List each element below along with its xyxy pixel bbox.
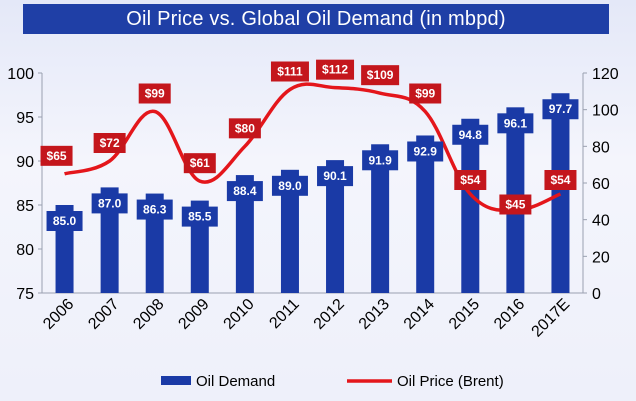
data-label-bg-oil-price (93, 133, 126, 153)
data-label-oil-demand: 86.3 (143, 203, 167, 217)
data-label-bg-oil-demand (91, 193, 128, 214)
data-label-oil-demand: 87.0 (98, 196, 122, 210)
data-label-bg-oil-price (454, 170, 487, 190)
data-label-oil-demand: 94.8 (459, 128, 483, 142)
chart-title: Oil Price vs. Global Oil Demand (in mbpd… (23, 4, 609, 34)
data-label-oil-price: $61 (190, 156, 210, 170)
y-left-tick-label: 75 (16, 286, 34, 303)
x-tick-label: 2014 (401, 296, 438, 333)
data-label-bg-oil-price (316, 59, 355, 80)
bar-oil-demand (371, 144, 390, 293)
bar-oil-demand (280, 169, 299, 293)
bar-oil-demand (235, 175, 254, 293)
data-label-oil-demand: 91.9 (368, 153, 392, 167)
data-label-bg-oil-price (544, 170, 577, 190)
y-right-tick-label: 80 (592, 139, 610, 156)
x-tick-label: 2007 (85, 296, 122, 333)
data-label-oil-demand: 85.0 (53, 214, 77, 228)
data-label-oil-demand: 88.4 (233, 184, 257, 198)
x-tick-label: 2008 (130, 296, 167, 333)
data-label-bg-oil-demand (136, 199, 173, 220)
x-tick-label: 2015 (446, 296, 483, 333)
data-label-bg-oil-price (361, 65, 400, 86)
y-right-tick-label: 60 (592, 176, 610, 193)
x-tick-label: 2009 (175, 296, 212, 333)
x-tick-label: 2012 (311, 296, 348, 333)
data-label-oil-demand: 96.1 (504, 116, 528, 130)
data-label-bg-oil-price (409, 83, 442, 104)
data-label-bg-oil-demand (46, 211, 83, 231)
data-label-oil-price: $54 (460, 173, 480, 187)
data-label-bg-oil-demand (226, 181, 263, 202)
y-left-tick-label: 100 (7, 66, 34, 83)
bar-oil-demand (461, 118, 480, 293)
data-label-bg-oil-price (499, 194, 532, 215)
line-oil-price (64, 82, 562, 213)
bar-oil-demand (100, 187, 119, 293)
x-tick-label: 2013 (356, 296, 393, 333)
data-label-oil-price: $72 (100, 136, 120, 150)
data-label-oil-demand: 90.1 (323, 169, 347, 183)
x-tick-label: 2010 (221, 296, 258, 333)
y-right-tick-label: 40 (592, 213, 610, 230)
data-label-bg-oil-demand (407, 141, 444, 162)
y-left-tick-label: 95 (16, 110, 34, 127)
data-label-oil-price: $99 (145, 87, 165, 101)
data-label-bg-oil-price (270, 61, 309, 82)
bar-oil-demand (416, 135, 435, 293)
data-label-oil-price: $112 (322, 63, 348, 77)
data-label-oil-price: $45 (505, 198, 525, 212)
data-label-bg-oil-price (183, 153, 216, 174)
y-left-tick-label: 90 (16, 154, 34, 171)
data-label-oil-demand: 89.0 (278, 179, 302, 193)
bar-oil-demand (551, 93, 570, 294)
data-label-oil-price: $54 (550, 173, 570, 187)
x-tick-label: 2006 (40, 296, 77, 333)
data-label-bg-oil-demand (362, 150, 399, 171)
data-label-bg-oil-demand (271, 175, 308, 196)
data-label-oil-price: $109 (367, 68, 394, 82)
x-tick-label: 2017E (529, 296, 574, 341)
legend-swatch-oil-demand (161, 376, 191, 385)
data-label-bg-oil-demand (542, 99, 579, 120)
data-label-bg-oil-price (138, 83, 171, 104)
bar-oil-demand (326, 160, 345, 293)
x-tick-label: 2016 (491, 296, 528, 333)
data-label-oil-price: $65 (47, 149, 67, 163)
y-left-tick-label: 80 (16, 242, 34, 259)
legend-label-oil-price: Oil Price (Brent) (397, 373, 504, 390)
legend-label-oil-demand: Oil Demand (196, 373, 275, 390)
data-label-bg-oil-price (228, 118, 261, 139)
data-label-bg-oil-demand (181, 206, 218, 227)
y-right-tick-label: 100 (592, 103, 619, 120)
y-right-tick-label: 0 (592, 286, 601, 303)
data-label-bg-oil-demand (452, 124, 489, 145)
data-label-oil-demand: 85.5 (188, 210, 212, 224)
data-label-oil-price: $99 (415, 87, 435, 101)
x-tick-label: 2011 (266, 296, 302, 332)
data-label-bg-oil-demand (497, 113, 534, 134)
data-label-oil-demand: 97.7 (549, 102, 573, 116)
data-label-bg-oil-price (40, 145, 73, 166)
data-label-oil-demand: 92.9 (414, 144, 438, 158)
data-label-bg-oil-demand (317, 166, 354, 187)
data-label-oil-price: $80 (235, 121, 255, 135)
y-left-tick-label: 85 (16, 198, 34, 215)
y-right-tick-label: 20 (592, 249, 610, 266)
y-right-tick-label: 120 (592, 66, 619, 83)
data-label-oil-price: $111 (277, 65, 303, 79)
